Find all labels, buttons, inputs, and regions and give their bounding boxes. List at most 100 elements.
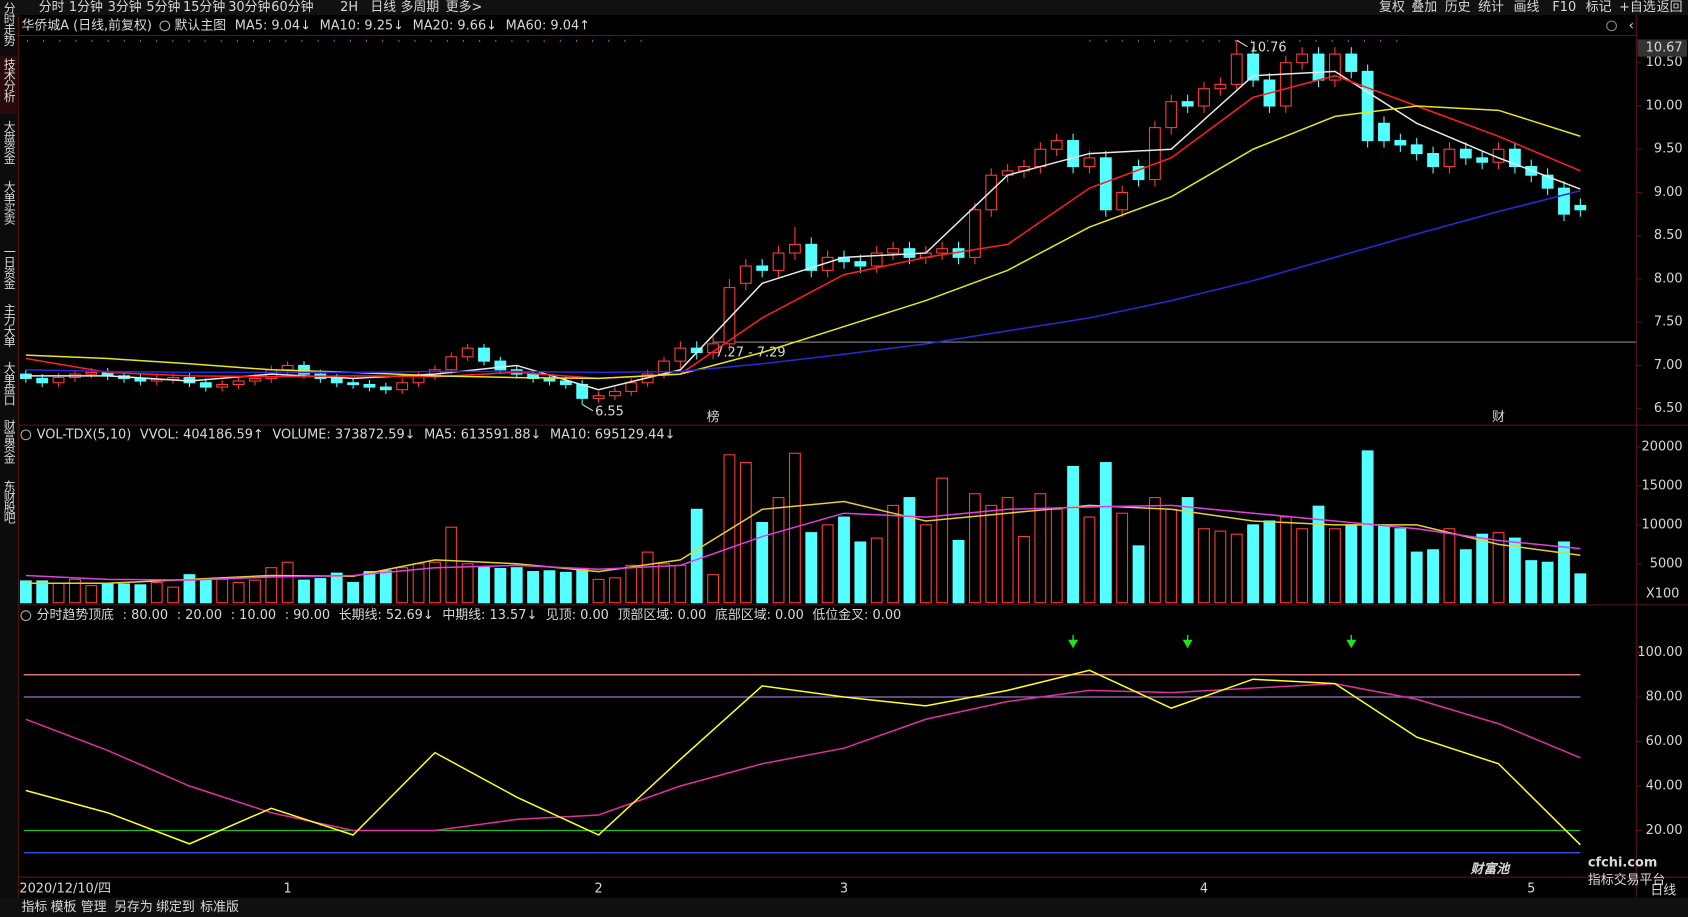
period-label: 日线 — [1650, 884, 1676, 899]
volume-bar — [592, 578, 605, 604]
toolbar-button[interactable]: F10 — [1552, 0, 1576, 15]
volume-bar — [1230, 533, 1243, 604]
volume-bar — [887, 504, 900, 604]
candle-body — [363, 383, 376, 388]
volume-bar — [199, 579, 212, 604]
y-tick-label: 20000 — [1642, 440, 1683, 455]
side-tab[interactable]: 主力大单 — [2, 303, 16, 348]
x-tick-label: 1 — [284, 882, 292, 897]
toolbar-button[interactable]: 标记 — [1586, 0, 1612, 15]
volume-bar — [608, 577, 621, 604]
settings-icon[interactable] — [20, 610, 32, 622]
toolbar-button[interactable]: 统计 — [1478, 0, 1504, 15]
y-tick-label: 40.00 — [1646, 779, 1683, 794]
chart-title: 分时趋势顶底 — [37, 607, 115, 623]
collapse-icon[interactable]: ‹ — [1629, 18, 1634, 33]
price-line-label: 7.27 - 7.29 — [715, 345, 785, 360]
side-tab[interactable]: 一日资金 — [2, 245, 16, 289]
x-tick-label: 2020/12/10/四 — [19, 882, 111, 897]
volume-bar — [838, 516, 850, 604]
side-tab[interactable]: 大盘资金 — [2, 120, 16, 164]
volume-bar — [101, 583, 114, 604]
toolbar-button[interactable]: +自选 — [1619, 0, 1656, 15]
bottom-button[interactable]: 另存为 — [114, 900, 153, 915]
side-tab[interactable]: 大单买卖 — [2, 180, 16, 225]
y-tick-label: 7.50 — [1654, 315, 1683, 330]
candle-body — [1083, 157, 1096, 168]
side-tab[interactable]: 技术分析 — [2, 58, 16, 103]
side-tab[interactable]: 大单盘口 — [2, 361, 16, 405]
event-marker[interactable]: 财 — [1492, 410, 1505, 425]
settings-icon[interactable] — [159, 20, 171, 32]
volume-bar — [445, 526, 458, 604]
y-tick-label: 80.00 — [1646, 690, 1683, 705]
bottom-button[interactable]: 指标 — [22, 900, 48, 915]
legend-entry: 长期线: 52.69↓ — [339, 608, 434, 623]
y-tick-label: 100.00 — [1637, 645, 1682, 660]
signal-arrow — [1182, 635, 1193, 649]
settings-icon[interactable] — [1606, 20, 1617, 32]
toolbar-button[interactable]: 历史 — [1445, 0, 1471, 15]
candle-body — [543, 377, 556, 382]
volume-bar — [167, 586, 180, 604]
toolbar-button[interactable]: 叠加 — [1411, 0, 1437, 15]
volume-bar — [347, 581, 360, 604]
volume-bar — [641, 551, 654, 604]
volume-bar — [690, 508, 703, 604]
candle-body — [1279, 62, 1292, 107]
candle-body — [1558, 187, 1570, 215]
chart-subtitle: 默认主图 — [175, 17, 227, 33]
volume-bar — [1181, 497, 1194, 604]
toolbar-button[interactable]: 更多> — [446, 0, 483, 15]
side-tab[interactable]: 东财股吧 — [2, 480, 16, 524]
toolbar-button[interactable]: 多周期 — [400, 0, 439, 15]
y-tick-label: 8.50 — [1654, 228, 1683, 243]
toolbar-button[interactable]: 3分钟 — [108, 0, 142, 15]
side-tab[interactable]: 财富资金 — [2, 419, 16, 463]
volume-bar — [330, 572, 343, 604]
toolbar-button[interactable]: 返回 — [1657, 0, 1683, 15]
event-marker[interactable]: 榜 — [707, 409, 720, 425]
volume-bar — [1050, 508, 1063, 604]
volume-bar — [527, 571, 540, 604]
legend-entry: MA5: 613591.88↓ — [424, 427, 541, 442]
toolbar-button[interactable]: 30分钟 — [228, 0, 270, 15]
toolbar-button[interactable]: 15分钟 — [183, 0, 225, 15]
toolbar-button[interactable]: 60分钟 — [271, 0, 313, 15]
volume-bar — [249, 579, 261, 604]
candle-body — [52, 377, 65, 384]
toolbar-button[interactable]: 5分钟 — [146, 0, 180, 15]
active-tab-bg — [0, 55, 18, 115]
toolbar-button[interactable]: 1分钟 — [69, 0, 103, 15]
toolbar-button[interactable]: 复权 — [1379, 0, 1405, 15]
volume-bar — [870, 537, 883, 604]
toolbar-button[interactable]: 2H — [340, 0, 358, 15]
volume-bar — [559, 571, 572, 604]
y-tick-label: 60.00 — [1646, 734, 1683, 749]
volume-bar — [396, 567, 409, 604]
side-tab[interactable]: 分时走势 — [2, 2, 16, 46]
settings-icon[interactable] — [20, 429, 32, 441]
legend-entry: 中期线: 13.57↓ — [442, 608, 537, 623]
toolbar-button[interactable]: 画线 — [1514, 0, 1540, 15]
candle-body — [756, 265, 769, 271]
bottom-button[interactable]: 管理 — [81, 900, 107, 915]
bottom-button[interactable]: 标准版 — [200, 900, 239, 915]
volume-bar — [1099, 462, 1112, 604]
volume-bar — [543, 570, 556, 604]
volume-bar — [36, 580, 49, 604]
header-value: VVOL: 404186.59↑ — [140, 427, 264, 442]
volume-bar — [1247, 524, 1260, 604]
toolbar-button[interactable]: 日线 — [370, 0, 396, 15]
volume-bar — [494, 567, 507, 604]
candle-body — [1361, 70, 1374, 142]
volume-bar — [150, 581, 163, 604]
y-tick-label: 10000 — [1642, 517, 1683, 532]
volume-bar — [1361, 450, 1374, 604]
toolbar-button[interactable]: 分时 — [39, 0, 65, 15]
bottom-button[interactable]: 模板 — [51, 900, 77, 915]
bottom-button[interactable]: 绑定到 — [156, 900, 195, 915]
header-value: 低位金叉: 0.00 — [812, 607, 901, 623]
